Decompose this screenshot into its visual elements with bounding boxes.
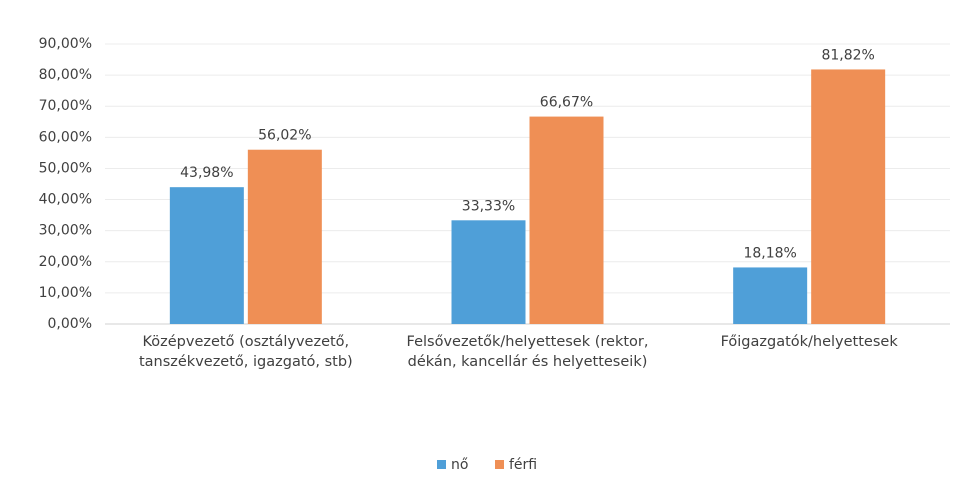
data-label: 43,98% [180, 165, 233, 181]
bar [169, 187, 244, 324]
legend-label: nő [451, 457, 468, 473]
legend-swatch [495, 460, 504, 469]
y-tick-label: 40,00% [39, 192, 92, 208]
y-tick-label: 0,00% [48, 316, 92, 332]
y-tick-label: 90,00% [39, 36, 92, 52]
data-label: 18,18% [743, 245, 796, 261]
y-tick-label: 50,00% [39, 160, 92, 176]
data-label: 66,67% [540, 95, 593, 111]
x-tick-label: Középvezető (osztályvezető, tanszékvezet… [138, 334, 353, 370]
y-tick-label: 60,00% [39, 129, 92, 145]
legend-label: férfi [509, 457, 537, 473]
y-tick-label: 30,00% [39, 223, 92, 239]
bar [247, 149, 322, 324]
x-tick-label: Felsővezetők/helyettesek (rektor, dékán,… [406, 334, 649, 370]
legend-swatch [437, 460, 446, 469]
data-label: 33,33% [462, 198, 515, 214]
data-label: 81,82% [821, 47, 874, 63]
y-tick-label: 80,00% [39, 67, 92, 83]
x-tick-label: Főigazgatók/helyettesek [720, 334, 898, 350]
bar [529, 116, 604, 325]
bar [733, 267, 808, 324]
y-tick-label: 20,00% [39, 254, 92, 270]
bar [811, 69, 886, 325]
data-label: 56,02% [258, 128, 311, 144]
y-tick-label: 70,00% [39, 98, 92, 114]
bar [451, 220, 526, 324]
y-tick-label: 10,00% [39, 285, 92, 301]
